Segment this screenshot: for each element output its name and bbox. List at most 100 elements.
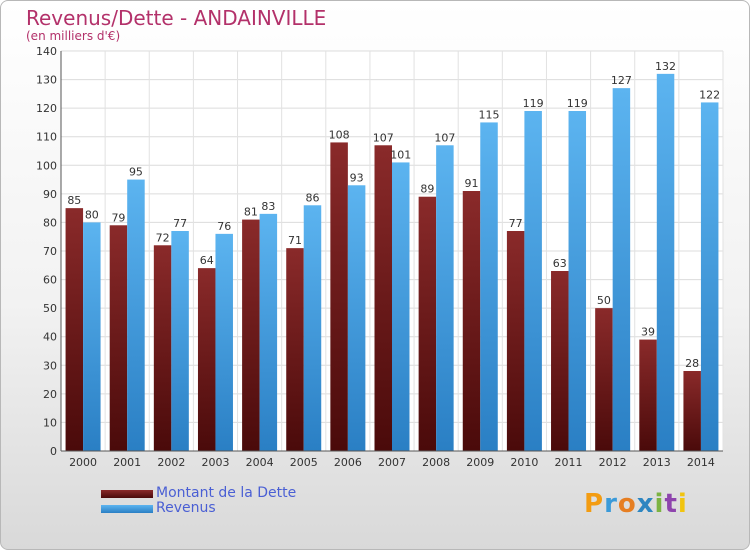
x-tick-label: 2003 — [201, 456, 229, 469]
x-tick-label: 2007 — [378, 456, 406, 469]
y-tick-label: 140 — [36, 45, 57, 58]
y-tick-label: 110 — [36, 131, 57, 144]
data-label: 77 — [173, 217, 187, 230]
y-tick-label: 70 — [43, 245, 57, 258]
y-tick-label: 20 — [43, 388, 57, 401]
data-label: 107 — [373, 131, 394, 144]
data-label: 80 — [85, 208, 99, 221]
y-tick-label: 40 — [43, 331, 57, 344]
y-tick-label: 130 — [36, 74, 57, 87]
x-tick-label: 2009 — [466, 456, 494, 469]
bar-revenue — [347, 185, 366, 452]
data-label: 81 — [244, 206, 258, 219]
logo-letter: r — [604, 489, 618, 519]
bar-revenue — [303, 205, 322, 451]
data-label: 115 — [479, 108, 500, 121]
data-label: 101 — [390, 148, 411, 161]
y-tick-label: 100 — [36, 159, 57, 172]
bar-revenue — [524, 111, 542, 451]
x-tick-label: 2006 — [334, 456, 362, 469]
logo-letter: i — [654, 489, 665, 519]
data-label: 28 — [685, 357, 699, 370]
bar-debt — [65, 208, 84, 451]
bar-debt — [506, 231, 525, 451]
data-label: 132 — [655, 60, 676, 73]
bar-debt — [153, 245, 172, 451]
bar-debt — [551, 271, 569, 451]
bar-debt — [109, 225, 128, 451]
x-tick-label: 2012 — [599, 456, 627, 469]
y-tick-label: 30 — [43, 359, 57, 372]
logo-letter: x — [636, 489, 655, 519]
data-label: 77 — [509, 217, 523, 230]
logo-letter: i — [677, 489, 688, 519]
legend-label-revenue: Revenus — [156, 500, 216, 516]
data-label: 71 — [288, 234, 302, 247]
bar-revenue — [171, 231, 189, 451]
y-tick-label: 0 — [50, 445, 57, 458]
bar-debt — [286, 248, 304, 451]
bar-revenue — [700, 102, 719, 451]
bar-revenue — [127, 179, 145, 452]
bar-debt — [197, 268, 216, 451]
data-label: 119 — [523, 97, 544, 110]
x-tick-label: 2010 — [510, 456, 538, 469]
bar-debt — [595, 308, 613, 451]
bar-debt — [242, 219, 260, 451]
y-tick-label: 60 — [43, 274, 57, 287]
bar-debt — [418, 196, 437, 451]
data-label: 107 — [434, 131, 455, 144]
data-label: 91 — [465, 177, 479, 190]
bar-revenue — [83, 222, 101, 451]
y-tick-label: 10 — [43, 416, 57, 429]
x-tick-label: 2011 — [555, 456, 583, 469]
x-tick-label: 2002 — [157, 456, 185, 469]
logo-letter: o — [617, 489, 637, 519]
data-label: 63 — [553, 257, 567, 270]
data-label: 76 — [217, 220, 231, 233]
x-tick-label: 2014 — [687, 456, 715, 469]
x-tick-label: 2013 — [643, 456, 671, 469]
x-tick-label: 2004 — [246, 456, 274, 469]
data-label: 93 — [350, 171, 364, 184]
bar-debt — [683, 371, 701, 451]
y-tick-label: 90 — [43, 188, 57, 201]
bar-revenue — [480, 122, 498, 451]
logo-letter: t — [664, 489, 678, 519]
data-label: 119 — [567, 97, 588, 110]
bar-debt — [374, 145, 392, 452]
bar-revenue — [612, 88, 631, 452]
data-label: 95 — [129, 166, 143, 179]
bar-revenue — [392, 162, 410, 451]
legend-swatch-debt — [101, 490, 153, 498]
data-label: 122 — [699, 88, 720, 101]
data-label: 72 — [156, 231, 170, 244]
bar-revenue — [259, 213, 278, 451]
data-label: 64 — [200, 254, 214, 267]
x-tick-label: 2008 — [422, 456, 450, 469]
legend-swatch-revenue — [101, 505, 153, 513]
y-tick-label: 80 — [43, 216, 57, 229]
bar-debt — [462, 191, 481, 451]
x-tick-label: 2000 — [69, 456, 97, 469]
data-label: 89 — [420, 183, 434, 196]
data-label: 79 — [111, 211, 125, 224]
chart-title: Revenus/Dette - ANDAINVILLE — [26, 6, 327, 30]
bar-debt — [639, 339, 657, 451]
logo-letter: P — [584, 489, 605, 519]
x-tick-label: 2005 — [290, 456, 318, 469]
bar-revenue — [215, 233, 233, 451]
data-label: 39 — [641, 326, 655, 339]
x-tick-label: 2001 — [113, 456, 141, 469]
data-label: 127 — [611, 74, 632, 87]
chart-subtitle: (en milliers d'€) — [26, 29, 121, 43]
y-tick-label: 120 — [36, 102, 57, 115]
data-label: 108 — [329, 128, 350, 141]
data-label: 83 — [261, 200, 275, 213]
bar-revenue — [568, 111, 587, 451]
proxiti-logo: Proxiti — [584, 489, 688, 519]
data-label: 50 — [597, 294, 611, 307]
legend-label-debt: Montant de la Dette — [156, 485, 297, 501]
